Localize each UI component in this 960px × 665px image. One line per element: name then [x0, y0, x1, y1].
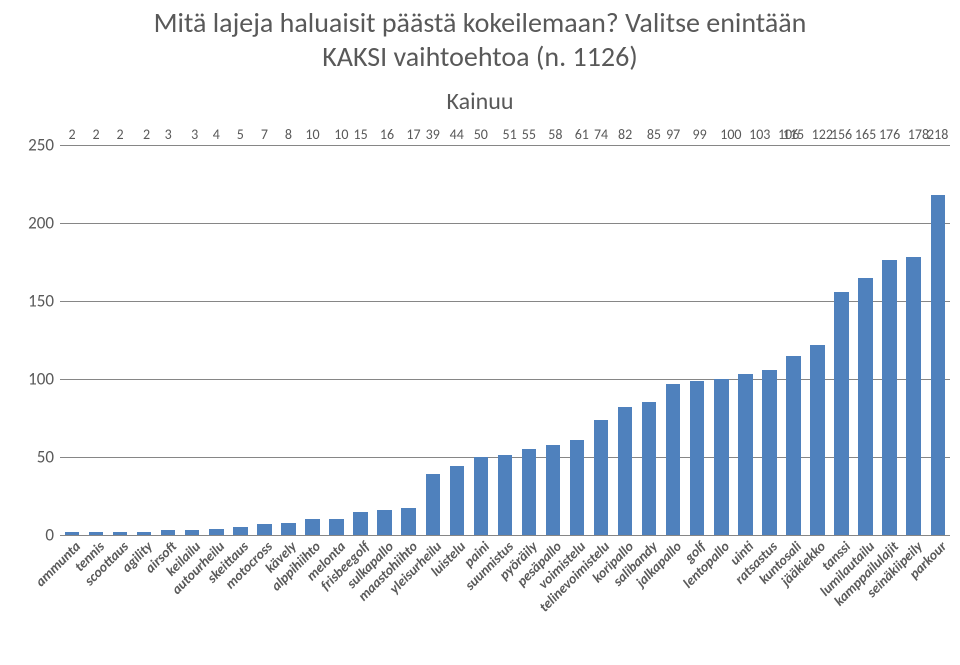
y-tick-label: 50 — [37, 447, 54, 468]
bar-slot: 51 — [493, 145, 517, 535]
bar-slot: 2 — [108, 145, 132, 535]
bar-slot: 17 — [397, 145, 421, 535]
chart-title-line1: Mitä lajeja haluaisit päästä kokeilemaan… — [154, 5, 807, 40]
region-label: Kainuu — [447, 87, 514, 116]
bar-slot: 7 — [252, 145, 276, 535]
bar-slot: 165 — [854, 145, 878, 535]
bar: 8 — [281, 523, 295, 535]
bar-slot: 178 — [902, 145, 926, 535]
bar: 58 — [546, 445, 560, 535]
bar: 103 — [738, 374, 752, 535]
bar-slot: 122 — [805, 145, 829, 535]
category-slot: jalkapallo — [661, 538, 685, 658]
bar-slot: 218 — [926, 145, 950, 535]
bar-slot: 4 — [204, 145, 228, 535]
bar: 176 — [882, 260, 896, 535]
bar: 3 — [185, 530, 199, 535]
bar: 2 — [89, 532, 103, 535]
bar: 5 — [233, 527, 247, 535]
bar-slot: 8 — [276, 145, 300, 535]
bar-slot: 100 — [709, 145, 733, 535]
bar: 16 — [377, 510, 391, 535]
bar: 74 — [594, 420, 608, 535]
bar: 99 — [690, 381, 704, 535]
bar: 2 — [65, 532, 79, 535]
bar-slot: 55 — [517, 145, 541, 535]
bar: 156 — [834, 292, 848, 535]
bar: 82 — [618, 407, 632, 535]
bar: 15 — [353, 512, 367, 535]
category-slot: parkour — [926, 538, 950, 658]
bar-slot: 44 — [445, 145, 469, 535]
bar: 4 — [209, 529, 223, 535]
bar-slot: 39 — [421, 145, 445, 535]
bar: 122 — [810, 345, 824, 535]
bar-slot: 82 — [613, 145, 637, 535]
bar-slot: 16 — [373, 145, 397, 535]
gridline — [60, 535, 950, 536]
bar: 39 — [426, 474, 440, 535]
bar-slot: 58 — [541, 145, 565, 535]
y-tick-label: 100 — [28, 369, 54, 390]
bar: 7 — [257, 524, 271, 535]
y-tick-label: 0 — [45, 525, 54, 546]
bar: 2 — [137, 532, 151, 535]
bar-slot: 50 — [469, 145, 493, 535]
bar-slot: 156 — [830, 145, 854, 535]
bar-slot: 2 — [60, 145, 84, 535]
bar-slot: 176 — [878, 145, 902, 535]
bar-slot: 3 — [180, 145, 204, 535]
bar: 2 — [113, 532, 127, 535]
bar-chart: 0501001502002502222334578101015161739445… — [60, 145, 950, 535]
bar: 100 — [714, 379, 728, 535]
y-tick-label: 150 — [28, 291, 54, 312]
bar-slot: 99 — [685, 145, 709, 535]
bar-slot: 2 — [132, 145, 156, 535]
bar-value-label: 218 — [914, 128, 960, 145]
bar-slot: 2 — [84, 145, 108, 535]
bar-slot: 115 — [781, 145, 805, 535]
bar-slot: 106 — [757, 145, 781, 535]
bar-slot: 5 — [228, 145, 252, 535]
bar: 17 — [401, 508, 415, 535]
bar-slot: 10 — [300, 145, 324, 535]
bar: 51 — [498, 455, 512, 535]
bar-slot: 85 — [637, 145, 661, 535]
bar: 10 — [305, 519, 319, 535]
bar-slot: 10 — [325, 145, 349, 535]
bar: 50 — [474, 457, 488, 535]
bar: 115 — [786, 356, 800, 535]
bar: 10 — [329, 519, 343, 535]
bar: 85 — [642, 402, 656, 535]
bar-slot: 97 — [661, 145, 685, 535]
bar-slot: 61 — [565, 145, 589, 535]
y-tick-label: 200 — [28, 213, 54, 234]
bar: 61 — [570, 440, 584, 535]
bar: 106 — [762, 370, 776, 535]
bar-slot: 74 — [589, 145, 613, 535]
bar: 165 — [858, 278, 872, 535]
bar: 218 — [931, 195, 945, 535]
bar: 3 — [161, 530, 175, 535]
bar: 178 — [906, 257, 920, 535]
bar-slot: 103 — [733, 145, 757, 535]
chart-title-line2: KAKSI vaihtoehtoa (n. 1126) — [322, 39, 638, 74]
bar: 44 — [450, 466, 464, 535]
bar-slot: 3 — [156, 145, 180, 535]
bar: 97 — [666, 384, 680, 535]
bar-slot: 15 — [349, 145, 373, 535]
category-axis: ammuntatennisscoottausagilityairsoftkeil… — [60, 538, 950, 658]
bar: 55 — [522, 449, 536, 535]
